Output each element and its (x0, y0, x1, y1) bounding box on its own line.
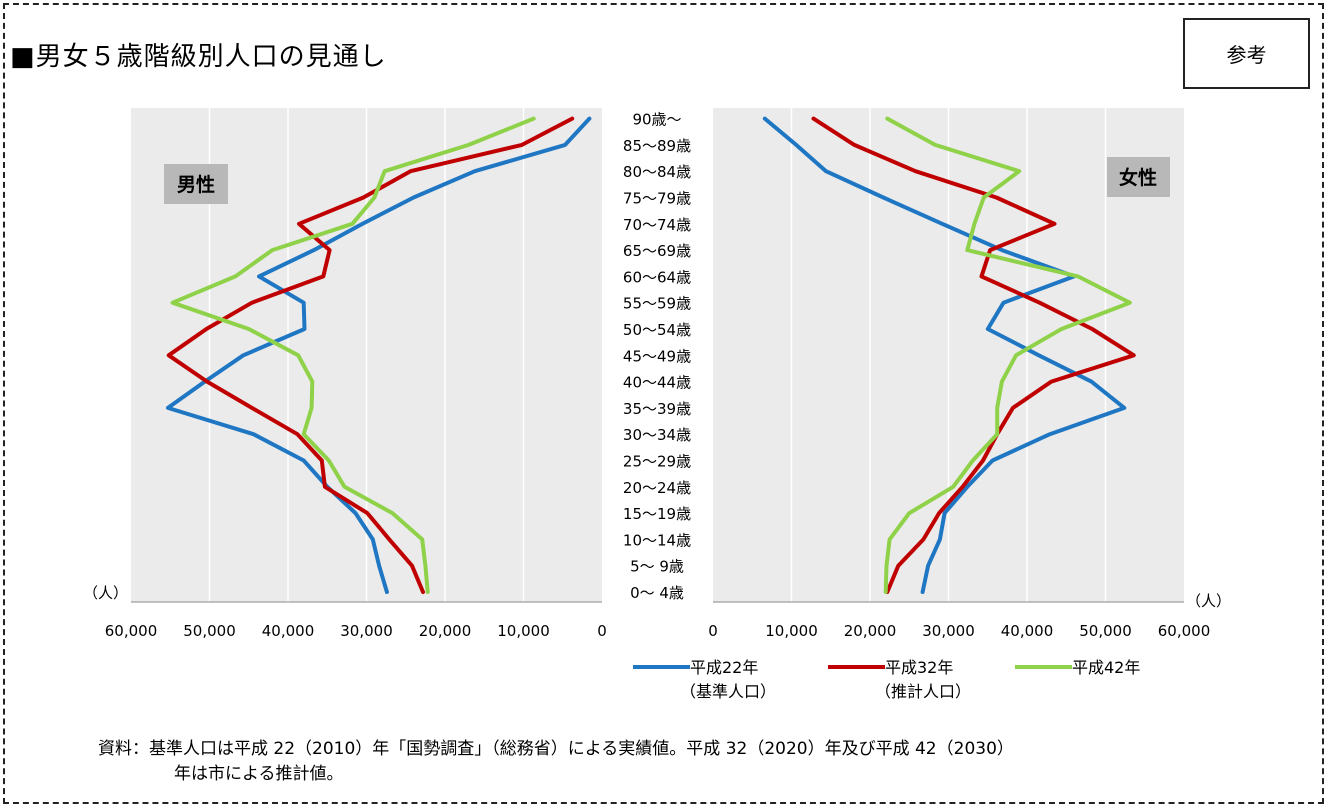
age-group-label: 65～69歳 (623, 242, 691, 260)
female-tick-label: 0 (708, 622, 718, 640)
source-note-line2: 年は市による推計値。 (174, 764, 344, 784)
age-group-label: 5～ 9歳 (630, 558, 684, 576)
age-group-label: 50～54歳 (623, 321, 691, 339)
legend-label-h22: 平成22年 (690, 658, 758, 677)
female-tick-label: 60,000 (1158, 622, 1211, 640)
male-series-h42 (170, 116, 536, 594)
legend-label-h32: 平成32年 (885, 658, 953, 677)
female-tick-label: 50,000 (1079, 622, 1132, 640)
age-group-label: 35～39歳 (623, 400, 691, 418)
figure-title: ■男女５歳階級別人口の見通し (10, 42, 387, 72)
age-group-label: 60～64歳 (623, 268, 691, 286)
age-group-label: 20～24歳 (623, 479, 691, 497)
figure-frame (3, 3, 1324, 804)
age-group-label: 75～79歳 (623, 190, 691, 208)
male-tick-label: 20,000 (419, 622, 472, 640)
female-badge-bg (1107, 157, 1170, 197)
male-series-h32 (166, 116, 575, 594)
female-series-h22 (762, 116, 1127, 594)
legend-label-h42: 平成42年 (1072, 658, 1140, 677)
legend-sublabel-h22: （基準人口） (680, 682, 776, 701)
male-series-h22 (165, 116, 592, 594)
age-group-label: 40～44歳 (623, 374, 691, 392)
age-group-label: 90歳～ (632, 111, 681, 129)
source-note-line1: 資料：基準人口は平成 22（2010）年「国勢調査」（総務省）による実績値。平成… (98, 739, 1014, 759)
age-group-label: 85～89歳 (623, 137, 691, 155)
male-tick-label: 60,000 (105, 622, 158, 640)
male-tick-label: 50,000 (183, 622, 236, 640)
female-tick-label: 10,000 (765, 622, 818, 640)
reference-badge: 参考 (1183, 18, 1310, 89)
male-unit-label: （人） (83, 584, 128, 602)
male-badge-bg (164, 164, 228, 204)
male-panel-label: 男性 (177, 173, 215, 196)
age-group-label: 55～59歳 (623, 295, 691, 313)
age-group-label: 0～ 4歳 (630, 584, 684, 602)
male-tick-label: 30,000 (340, 622, 393, 640)
female-series-h42 (883, 116, 1132, 594)
legend-sublabel-h32: （推計人口） (875, 682, 971, 701)
age-group-label: 15～19歳 (623, 505, 691, 523)
female-series-h32 (811, 116, 1136, 594)
age-group-label: 30～34歳 (623, 426, 691, 444)
age-group-label: 10～14歳 (623, 531, 691, 549)
age-group-label: 25～29歳 (623, 453, 691, 471)
male-tick-label: 0 (597, 622, 607, 640)
age-group-label: 80～84歳 (623, 163, 691, 181)
female-unit-label: （人） (1186, 592, 1231, 610)
female-tick-label: 20,000 (844, 622, 897, 640)
female-tick-label: 40,000 (1001, 622, 1054, 640)
age-group-label: 45～49歳 (623, 347, 691, 365)
female-panel-label: 女性 (1119, 166, 1157, 189)
age-group-label: 70～74歳 (623, 216, 691, 234)
male-tick-label: 10,000 (497, 622, 550, 640)
male-tick-label: 40,000 (262, 622, 315, 640)
female-tick-label: 30,000 (922, 622, 975, 640)
